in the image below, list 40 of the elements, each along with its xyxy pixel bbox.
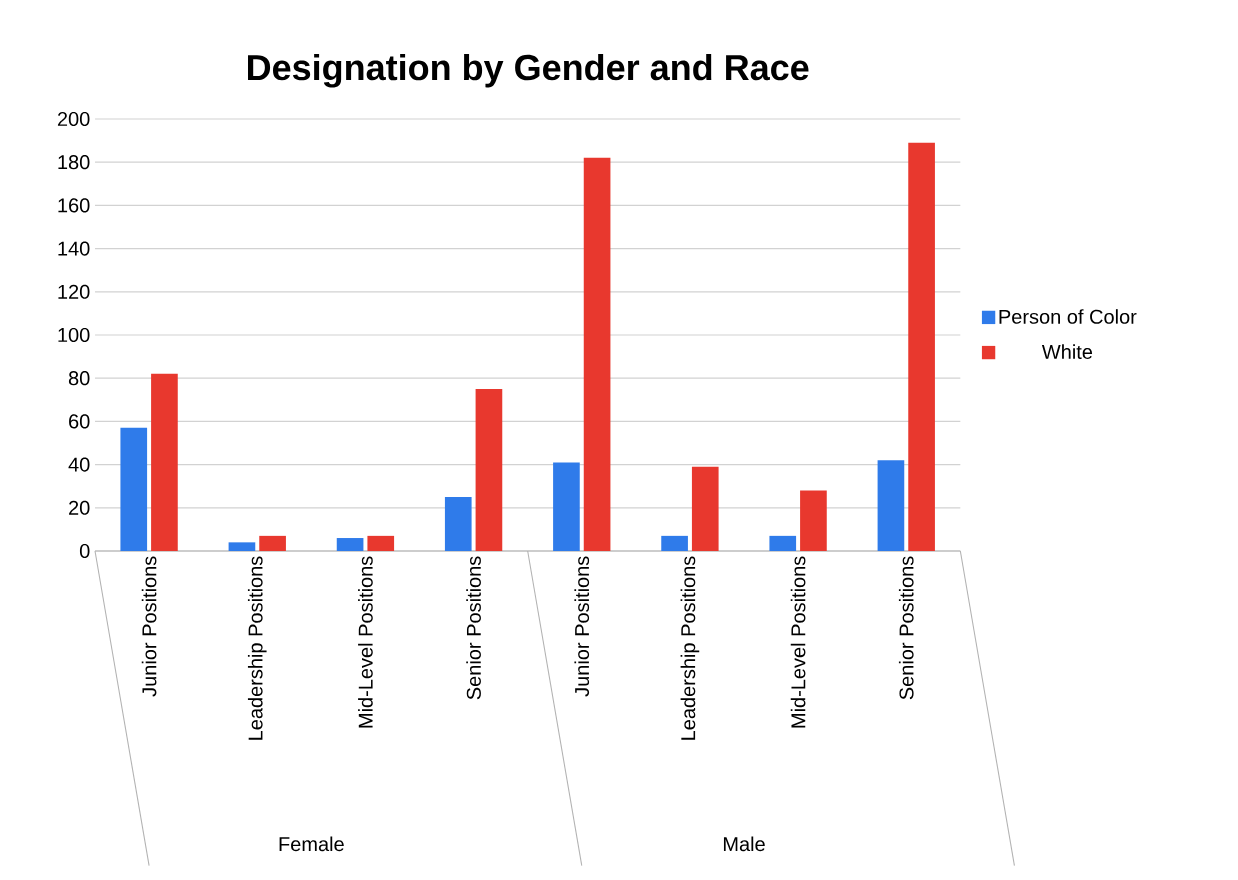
y-tick-label: 60 bbox=[69, 414, 90, 429]
y-tick-label: 40 bbox=[68, 457, 90, 472]
bar bbox=[583, 157, 611, 551]
bar bbox=[336, 538, 364, 551]
bar bbox=[908, 142, 935, 551]
legend-label: White bbox=[1041, 344, 1093, 359]
y-tick-label: 100 bbox=[58, 327, 90, 343]
x-tick-label: Mid-Level Positions bbox=[358, 556, 373, 728]
y-tick-label: 140 bbox=[58, 241, 90, 256]
bar bbox=[800, 490, 827, 551]
chart-title: Designation by Gender and Race bbox=[248, 53, 809, 88]
y-tick-label: 0 bbox=[79, 543, 90, 559]
bar bbox=[367, 535, 395, 551]
text: Male bbox=[723, 836, 765, 852]
y-tick-label: 80 bbox=[68, 371, 90, 386]
y-tick-label: 180 bbox=[58, 155, 90, 170]
bar bbox=[661, 535, 688, 551]
bar bbox=[553, 462, 580, 551]
x-tick-label: Senior Positions bbox=[466, 556, 481, 700]
bar bbox=[475, 388, 503, 551]
x-tick-label: Mid-Level Positions bbox=[790, 556, 806, 728]
legend-label: Person of Color bbox=[999, 309, 1137, 324]
x-tick-label: Junior Positions bbox=[141, 556, 157, 697]
x-tick-label: Leadership Positions bbox=[247, 556, 267, 740]
text: Female bbox=[279, 836, 344, 852]
bar bbox=[444, 496, 472, 551]
x-tick-label: Senior Positions bbox=[898, 556, 914, 700]
y-tick-label: 20 bbox=[69, 500, 90, 515]
bar bbox=[120, 427, 148, 551]
x-tick-label: Leadership Positions bbox=[680, 556, 700, 740]
bar bbox=[691, 466, 719, 551]
bar bbox=[228, 542, 256, 551]
bar bbox=[151, 373, 178, 551]
x-tick-label: Junior Positions bbox=[574, 556, 590, 697]
y-tick-label: 200 bbox=[57, 111, 90, 127]
y-tick-label: 120 bbox=[58, 284, 90, 299]
bar bbox=[259, 535, 286, 551]
bar bbox=[877, 460, 905, 551]
bar bbox=[769, 535, 797, 551]
y-tick-label: 160 bbox=[58, 198, 90, 213]
